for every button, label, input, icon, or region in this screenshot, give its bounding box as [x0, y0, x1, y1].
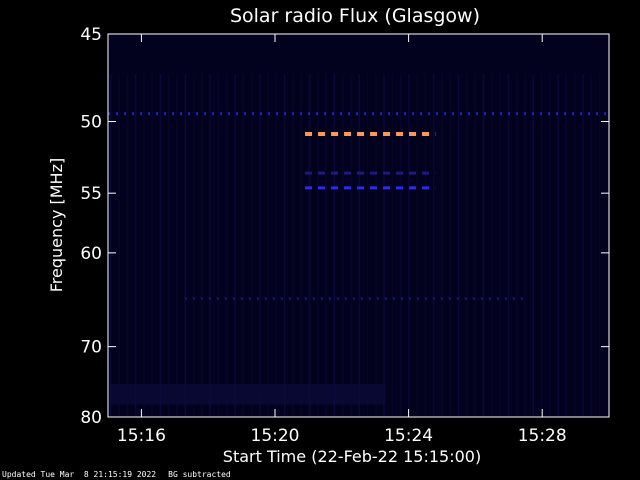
texture-column [267, 74, 269, 417]
texture-column [441, 74, 443, 417]
texture-column [217, 74, 220, 417]
texture-column [333, 74, 336, 417]
x-tick-label: 15:16 [117, 426, 166, 446]
texture-column [250, 74, 253, 417]
x-tick-label: 15:20 [251, 426, 300, 446]
y-tick-label: 60 [80, 244, 102, 264]
y-tick-label: 70 [80, 338, 102, 358]
y-tick-label: 50 [80, 113, 102, 133]
texture-column [234, 74, 236, 417]
texture-column [573, 74, 576, 417]
texture-column [399, 74, 402, 417]
texture-column [184, 74, 187, 417]
texture-column [507, 74, 510, 417]
texture-column [350, 74, 352, 417]
texture-column [383, 74, 385, 417]
texture-column [225, 74, 228, 417]
y-axis: 45 50 55 60 70 80 [80, 25, 609, 428]
texture-column [283, 74, 286, 417]
texture-column [449, 74, 452, 417]
y-tick-label: 45 [80, 25, 102, 45]
spectrogram-texture [110, 74, 601, 417]
plot-area [107, 33, 610, 418]
texture-column [491, 74, 493, 417]
x-tick-label: 15:28 [518, 426, 567, 446]
texture-column [259, 74, 261, 417]
footer-bg-note: BG subtracted [168, 470, 231, 479]
texture-column [457, 74, 460, 417]
texture-column [408, 74, 410, 417]
texture-column [118, 74, 120, 417]
plot-frame [107, 33, 610, 418]
texture-column [532, 74, 534, 417]
texture-column [242, 74, 245, 417]
y-tick-label: 55 [80, 184, 102, 204]
texture-column [167, 74, 170, 417]
texture-column [391, 74, 394, 417]
chart-title: Solar radio Flux (Glasgow) [230, 5, 480, 27]
texture-column [201, 74, 203, 417]
texture-column [499, 74, 501, 417]
x-axis-label: Start Time (22-Feb-22 15:15:00) [223, 447, 481, 466]
spectrogram-features [108, 112, 609, 301]
texture-column [540, 74, 543, 417]
texture-column [375, 74, 377, 417]
texture-column [134, 74, 137, 417]
texture-column [110, 74, 112, 417]
texture-column [192, 74, 195, 417]
texture-column [433, 74, 435, 417]
texture-column [524, 74, 526, 417]
texture-column [275, 74, 278, 417]
footer: Updated Tue Mar 8 21:15:19 2022 BG subtra… [2, 470, 243, 479]
texture-column [598, 74, 601, 417]
texture-column [565, 74, 568, 417]
texture-column [126, 74, 129, 417]
texture-column [341, 74, 344, 417]
texture-column [582, 74, 584, 417]
texture-column [366, 74, 369, 417]
texture-column [515, 74, 518, 417]
texture-column [549, 74, 551, 417]
texture-column [557, 74, 559, 417]
texture-column [416, 74, 418, 417]
texture-column [151, 74, 153, 417]
texture-band [110, 384, 386, 405]
x-tick-label: 15:24 [384, 426, 433, 446]
texture-column [358, 74, 360, 417]
texture-column [143, 74, 145, 417]
texture-column [209, 74, 211, 417]
footer-updated: Updated Tue Mar 8 21:15:19 2022 [2, 470, 157, 479]
y-tick-label: 80 [80, 408, 102, 428]
texture-column [482, 74, 485, 417]
texture-column [590, 74, 592, 417]
texture-column [474, 74, 476, 417]
texture-column [325, 74, 327, 417]
x-axis: 15:16 15:20 15:24 15:28 [117, 34, 567, 446]
texture-column [159, 74, 162, 417]
texture-column [292, 74, 294, 417]
y-axis-label: Frequency [MHz] [47, 158, 66, 292]
texture-column [308, 74, 311, 417]
texture-column [466, 74, 468, 417]
texture-column [317, 74, 319, 417]
texture-column [424, 74, 427, 417]
texture-column [176, 74, 178, 417]
texture-column [300, 74, 303, 417]
